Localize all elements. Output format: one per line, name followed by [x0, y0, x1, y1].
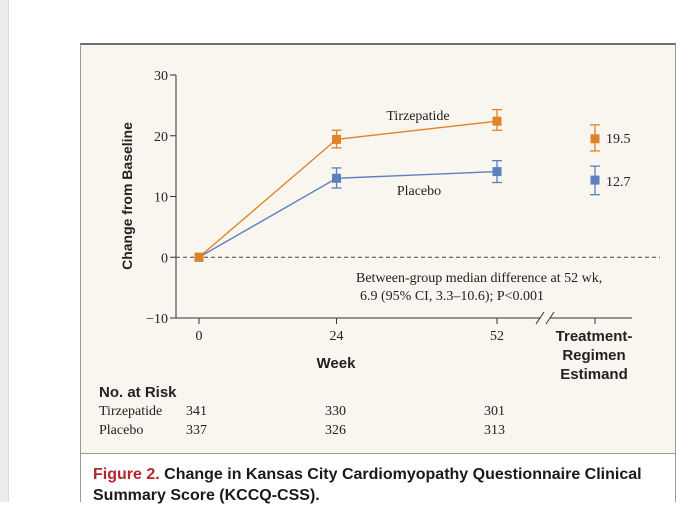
estimand-label-line-3: Estimand [560, 366, 628, 383]
series-line-tirzepatide [198, 120, 498, 258]
estimand-point-tirzepatide [590, 134, 600, 144]
data-point-tirzepatide-24 [332, 134, 342, 144]
series-label-tirzepatide: Tirzepatide [386, 109, 449, 124]
x-tick-label: 52 [490, 329, 504, 344]
annotation-line-1: Between-group median difference at 52 wk… [356, 271, 602, 286]
y-tick-label: −10 [146, 312, 168, 327]
risk-value-tirzepatide-52: 301 [484, 404, 505, 419]
data-point-tirzepatide-0 [194, 252, 204, 262]
caption-area: Figure 2. Change in Kansas City Cardiomy… [81, 453, 675, 506]
y-tick-label: 10 [154, 191, 168, 206]
x-tick-label: 0 [196, 329, 203, 344]
y-tick-label: 30 [154, 69, 168, 84]
estimand-value-placebo: 12.7 [606, 175, 631, 190]
estimand-point-placebo [590, 175, 600, 185]
axis-break-mark [535, 311, 545, 325]
y-axis-label: Change from Baseline [119, 122, 135, 270]
data-point-placebo-24 [332, 173, 342, 183]
x-tick-label: 24 [330, 329, 344, 344]
x-axis-label: Week [317, 355, 357, 372]
figure-caption: Figure 2. Change in Kansas City Cardiomy… [93, 464, 668, 506]
y-tick-label: 20 [154, 130, 168, 145]
figure-label: Figure 2. [93, 466, 160, 483]
risk-value-tirzepatide-24: 330 [325, 404, 346, 419]
data-point-tirzepatide-52 [492, 116, 502, 126]
estimand-label-line-2: Regimen [562, 347, 625, 364]
estimand-label-line-1: Treatment- [556, 328, 633, 345]
risk-value-placebo-52: 313 [484, 423, 505, 438]
figure-panel [80, 43, 676, 502]
risk-value-placebo-24: 326 [325, 423, 346, 438]
estimand-value-tirzepatide: 19.5 [606, 132, 631, 147]
marks [194, 108, 600, 262]
risk-value-tirzepatide-0: 341 [186, 404, 207, 419]
risk-table-title: No. at Risk [99, 384, 177, 401]
risk-value-placebo-0: 337 [186, 423, 207, 438]
annotation-line-2: 6.9 (95% CI, 3.3–10.6); P<0.001 [360, 289, 544, 304]
series-label-placebo: Placebo [397, 184, 441, 199]
risk-row-label-placebo: Placebo [99, 423, 144, 438]
axes: −10 0 10 20 30 0 24 52 [146, 69, 660, 344]
axis-break-mark [545, 311, 555, 325]
figure-caption-text: Change in Kansas City Cardiomyopathy Que… [93, 466, 642, 504]
data-point-placebo-52 [492, 167, 502, 177]
page-left-edge [0, 0, 9, 502]
y-tick-label: 0 [161, 251, 168, 266]
series-line-placebo [198, 170, 498, 258]
risk-row-label-tirzepatide: Tirzepatide [99, 404, 163, 419]
